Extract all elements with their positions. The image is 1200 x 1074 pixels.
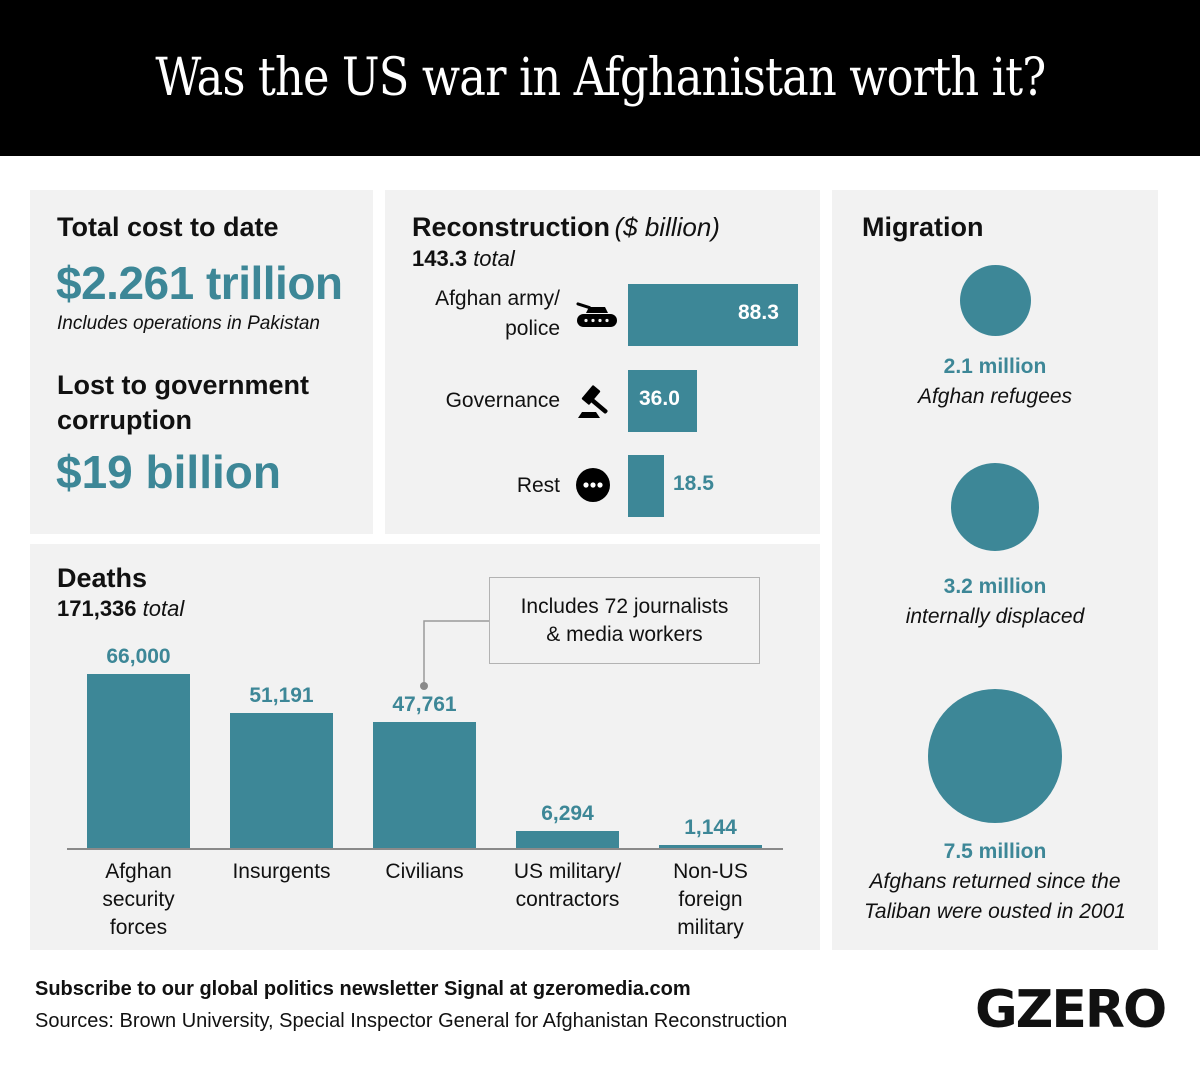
reconstruction-label: Afghan army/police: [385, 284, 560, 344]
reconstruction-label: Rest: [385, 471, 560, 501]
migration-label-line1: Afghans returned since the: [869, 870, 1121, 893]
deaths-category-line: US military/: [513, 860, 622, 883]
gzero-logo: GZERO: [975, 980, 1167, 1040]
reconstruction-total-value: 143.3: [412, 246, 468, 271]
migration-label: Afghans returned since the Taliban were o…: [832, 867, 1158, 927]
reconstruction-heading: Reconstruction: [412, 212, 611, 242]
migration-circle: [928, 689, 1062, 823]
deaths-category-line: Civilians: [385, 860, 464, 883]
deaths-category-line: security: [102, 888, 175, 911]
migration-panel: Migration 2.1 million Afghan refugees 3.2 …: [832, 190, 1158, 950]
migration-value: 7.5 million: [943, 840, 1047, 863]
tank-icon: [575, 301, 619, 336]
deaths-category-label: US military/contractors: [493, 858, 643, 914]
reconstruction-value-label: 88.3: [738, 301, 779, 324]
deaths-value-label: 47,761: [392, 693, 457, 716]
deaths-bar: [516, 831, 619, 848]
deaths-heading: Deaths: [57, 563, 148, 593]
deaths-bar: [373, 722, 476, 848]
x-axis-baseline: [67, 848, 783, 850]
deaths-total-value: 171,336: [57, 596, 137, 621]
reconstruction-panel: Reconstruction ($ billion) 143.3 total A…: [385, 190, 820, 534]
reconstruction-value-label: 18.5: [673, 472, 714, 495]
reconstruction-unit: ($ billion): [614, 212, 720, 242]
migration-value: 3.2 million: [943, 575, 1047, 598]
reconstruction-label-line1: Rest: [516, 474, 560, 497]
deaths-category-line: Insurgents: [232, 860, 331, 883]
deaths-category-line: Afghan: [105, 860, 172, 883]
deaths-total-word: total: [142, 596, 185, 621]
deaths-bar: [659, 845, 762, 848]
deaths-value-label: 66,000: [106, 645, 171, 668]
deaths-category-label: Civilians: [350, 858, 500, 886]
gavel-icon: [575, 382, 615, 427]
title-bar: Was the US war in Afghanistan worth it?: [0, 0, 1200, 156]
deaths-category-line: military: [677, 916, 744, 939]
migration-value: 2.1 million: [943, 355, 1047, 378]
cost-amount: $2.261 trillion: [56, 257, 343, 309]
reconstruction-bar: [628, 284, 798, 346]
page-title: Was the US war in Afghanistan worth it?: [155, 48, 1046, 108]
annotation-leader-line: [423, 620, 489, 686]
deaths-bar: [87, 674, 190, 848]
corruption-amount: $19 billion: [56, 446, 281, 498]
migration-heading: Migration: [862, 212, 984, 242]
deaths-category-line: Non-US: [673, 860, 748, 883]
deaths-bar: [230, 713, 333, 848]
reconstruction-label: Governance: [385, 386, 560, 416]
deaths-category-label: Insurgents: [207, 858, 357, 886]
deaths-value-label: 6,294: [541, 802, 594, 825]
annotation-dot: [420, 682, 428, 690]
annotation-line1: Includes 72 journalists: [520, 595, 729, 618]
migration-label: Afghan refugees: [832, 382, 1158, 412]
migration-circle: [959, 264, 1031, 336]
annotation-connector: [420, 620, 489, 690]
sources-text: Sources: Brown University, Special Inspe…: [35, 1010, 788, 1032]
migration-circle: [951, 463, 1039, 551]
deaths-category-line: contractors: [515, 888, 620, 911]
cost-panel: Total cost to date $2.261 trillion Inclu…: [30, 190, 373, 534]
reconstruction-label-line1: Afghan army/: [435, 287, 560, 310]
deaths-category-label: Non-US foreign military: [636, 858, 786, 942]
corruption-heading-line1: Lost to government: [57, 370, 310, 400]
annotation-line2: & media workers: [546, 623, 703, 646]
migration-label-line1: Afghan refugees: [917, 385, 1073, 408]
deaths-value-label: 1,144: [684, 816, 737, 839]
reconstruction-value-label: 36.0: [639, 387, 680, 410]
reconstruction-bar: [628, 370, 697, 432]
more-icon: [575, 467, 611, 508]
deaths-category-line: forces: [109, 916, 168, 939]
migration-label-line1: internally displaced: [905, 605, 1085, 628]
cost-note: Includes operations in Pakistan: [57, 313, 320, 334]
migration-label-line2: Taliban were ousted in 2001: [864, 900, 1126, 923]
subscribe-text: Subscribe to our global politics newslet…: [35, 978, 691, 1000]
cost-heading: Total cost to date: [57, 212, 279, 242]
deaths-category-line: foreign: [678, 888, 743, 911]
journalists-annotation: Includes 72 journalists & media workers: [489, 577, 760, 664]
corruption-heading-line2: corruption: [57, 405, 192, 435]
reconstruction-bar: [628, 455, 664, 517]
reconstruction-total-word: total: [473, 246, 515, 271]
deaths-category-label: Afghan security forces: [64, 858, 214, 942]
migration-label: internally displaced: [832, 602, 1158, 632]
reconstruction-label-line1: Governance: [445, 389, 560, 412]
reconstruction-label-line2: police: [505, 317, 560, 340]
deaths-value-label: 51,191: [249, 684, 314, 707]
deaths-panel: Deaths 171,336 total Includes 72 journal…: [30, 544, 820, 950]
